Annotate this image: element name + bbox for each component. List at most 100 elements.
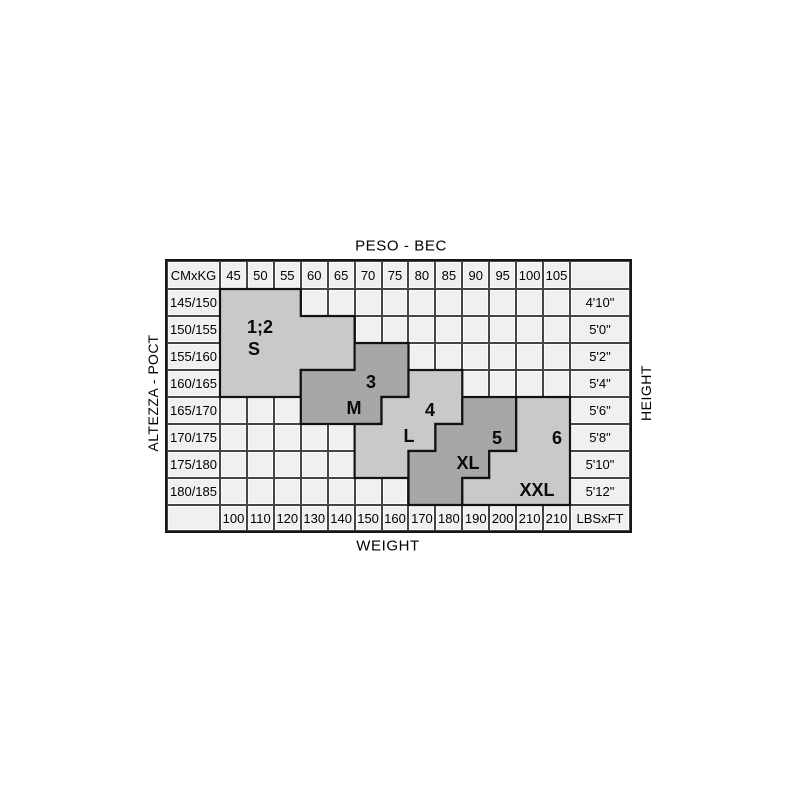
- grid-cell: [408, 478, 436, 505]
- grid-cell: [354, 397, 382, 424]
- grid-cell: [300, 343, 328, 370]
- grid-cell: [462, 397, 490, 424]
- grid-cell: [273, 478, 301, 505]
- col-header-kg-80: 80: [408, 261, 436, 289]
- grid-cell: [273, 343, 301, 370]
- grid-cell: [327, 397, 355, 424]
- grid-cell: [408, 370, 436, 397]
- col-header-kg-55: 55: [273, 261, 301, 289]
- grid-cell: [220, 343, 247, 370]
- grid-cell: [516, 343, 544, 370]
- row-header-cm-150/155: 150/155: [167, 316, 220, 343]
- grid-cell: [489, 316, 517, 343]
- col-header-kg-105: 105: [543, 261, 570, 289]
- grid-cell: [435, 316, 463, 343]
- grid-cell: [435, 289, 463, 316]
- grid-cell: [327, 424, 355, 451]
- col-header-kg-100: 100: [516, 261, 544, 289]
- grid-cell: [273, 370, 301, 397]
- grid-cell: [246, 397, 274, 424]
- grid-cell: [408, 451, 436, 478]
- grid-cell: [516, 424, 544, 451]
- grid-cell: [220, 424, 247, 451]
- col-header-spacer: [569, 261, 630, 289]
- size-table-grid: CMxKG 45 50 55 60 65 70 75 80 85 90 95 100 105 145/150…: [167, 261, 630, 531]
- row-header-cm-160/165: 160/165: [167, 370, 220, 397]
- grid-cell: [489, 397, 517, 424]
- col-header-kg-45: 45: [220, 261, 247, 289]
- grid-cell: [489, 370, 517, 397]
- grid-cell: [543, 343, 570, 370]
- row-header-cm-155/160: 155/160: [167, 343, 220, 370]
- col-footer-lbs-160: 160: [381, 505, 409, 531]
- grid-cell: [516, 289, 544, 316]
- grid-cell: [462, 316, 490, 343]
- col-footer-lbs-150: 150: [354, 505, 382, 531]
- grid-cell: [246, 478, 274, 505]
- row-header-ft-5'2": 5'2": [569, 343, 630, 370]
- grid-cell: [381, 478, 409, 505]
- grid-cell: [273, 289, 301, 316]
- grid-cell: [435, 370, 463, 397]
- grid-cell: [408, 397, 436, 424]
- col-footer-lbs-190: 190: [462, 505, 490, 531]
- grid-cell: [516, 478, 544, 505]
- grid-cell: [354, 370, 382, 397]
- grid-cell: [381, 343, 409, 370]
- col-footer-lbs-140: 140: [327, 505, 355, 531]
- grid-cell: [408, 343, 436, 370]
- grid-cell: [354, 478, 382, 505]
- grid-cell: [327, 316, 355, 343]
- col-header-kg-65: 65: [327, 261, 355, 289]
- grid-cell: [381, 289, 409, 316]
- grid-cell: [300, 451, 328, 478]
- grid-cell: [246, 451, 274, 478]
- grid-cell: [220, 397, 247, 424]
- grid-cell: [543, 316, 570, 343]
- row-header-ft-5'4": 5'4": [569, 370, 630, 397]
- grid-cell: [543, 289, 570, 316]
- grid-cell: [516, 370, 544, 397]
- grid-cell: [543, 370, 570, 397]
- grid-cell: [220, 289, 247, 316]
- grid-cell: [462, 289, 490, 316]
- grid-cell: [489, 451, 517, 478]
- grid-cell: [435, 478, 463, 505]
- col-header-kg-90: 90: [462, 261, 490, 289]
- grid-cell: [354, 343, 382, 370]
- corner-lbs-ft: LBSxFT: [569, 505, 630, 531]
- col-footer-lbs-210: 210: [543, 505, 570, 531]
- grid-cell: [462, 343, 490, 370]
- grid-cell: [381, 397, 409, 424]
- grid-cell: [354, 424, 382, 451]
- row-header-ft-5'0": 5'0": [569, 316, 630, 343]
- grid-cell: [273, 424, 301, 451]
- grid-cell: [408, 316, 436, 343]
- grid-cell: [489, 289, 517, 316]
- row-header-ft-5'6": 5'6": [569, 397, 630, 424]
- grid-cell: [220, 370, 247, 397]
- axis-title-height-right: HEIGHT: [638, 365, 654, 421]
- grid-cell: [381, 370, 409, 397]
- col-footer-lbs-100: 100: [220, 505, 247, 531]
- row-header-ft-5'12": 5'12": [569, 478, 630, 505]
- grid-cell: [543, 451, 570, 478]
- row-header-ft-5'10": 5'10": [569, 451, 630, 478]
- grid-cell: [273, 451, 301, 478]
- grid-cell: [300, 370, 328, 397]
- axis-title-height-left: ALTEZZA - РОСТ: [145, 334, 161, 452]
- grid-cell: [543, 424, 570, 451]
- grid-cell: [327, 478, 355, 505]
- row-header-ft-4'10": 4'10": [569, 289, 630, 316]
- grid-cell: [327, 289, 355, 316]
- grid-cell: [300, 289, 328, 316]
- grid-cell: [327, 343, 355, 370]
- col-header-kg-50: 50: [246, 261, 274, 289]
- grid-cell: [489, 424, 517, 451]
- grid-cell: [381, 316, 409, 343]
- col-header-kg-75: 75: [381, 261, 409, 289]
- grid-cell: [516, 397, 544, 424]
- col-footer-lbs-170: 170: [408, 505, 436, 531]
- row-header-cm-170/175: 170/175: [167, 424, 220, 451]
- grid-cell: [220, 316, 247, 343]
